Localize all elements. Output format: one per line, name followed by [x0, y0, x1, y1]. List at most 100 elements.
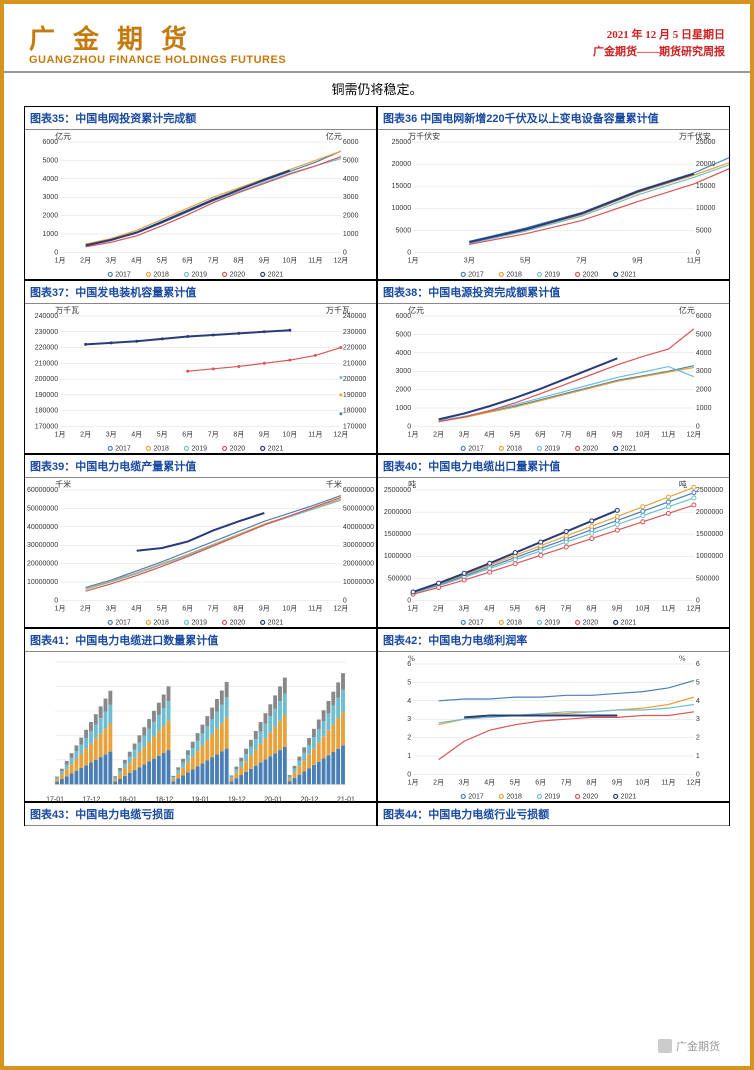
svg-text:2020: 2020 [583, 445, 599, 452]
svg-text:4000: 4000 [43, 176, 59, 183]
svg-text:3月: 3月 [106, 604, 117, 612]
svg-text:60000000: 60000000 [27, 487, 58, 494]
chart-title: 图表37：中国发电装机容量累计值 [25, 281, 376, 304]
svg-text:8月: 8月 [233, 256, 244, 264]
svg-text:8月: 8月 [233, 604, 244, 612]
svg-text:6000: 6000 [696, 313, 712, 320]
svg-text:2021: 2021 [268, 271, 284, 278]
svg-text:0: 0 [696, 423, 700, 430]
svg-text:亿元: 亿元 [679, 305, 695, 315]
svg-text:0: 0 [696, 771, 700, 778]
svg-text:12月: 12月 [686, 430, 701, 438]
logo-en: GUANGZHOU FINANCE HOLDINGS FUTURES [29, 54, 286, 66]
svg-text:4: 4 [407, 698, 411, 705]
svg-text:0: 0 [343, 249, 347, 256]
chart-title: 图表36 中国电网新增220千伏及以上变电设备容量累计值 [378, 107, 729, 130]
svg-text:0: 0 [407, 597, 411, 604]
chart-title: 图表44：中国电力电缆行业亏损额 [378, 803, 729, 826]
svg-text:4月: 4月 [484, 430, 495, 438]
svg-text:40000000: 40000000 [27, 524, 58, 531]
svg-text:2019: 2019 [191, 445, 207, 452]
svg-text:7月: 7月 [561, 604, 572, 612]
svg-text:10000: 10000 [392, 205, 412, 212]
chart-cell: 图表39：中国电力电缆产量累计值001000000010000000200000… [24, 454, 377, 628]
svg-text:2020: 2020 [583, 619, 599, 626]
svg-text:10000000: 10000000 [343, 579, 374, 586]
svg-text:2020: 2020 [583, 793, 599, 800]
svg-text:2017: 2017 [468, 619, 484, 626]
svg-text:3000: 3000 [396, 368, 412, 375]
svg-text:30000000: 30000000 [343, 542, 374, 549]
svg-text:5月: 5月 [520, 256, 531, 264]
svg-text:2000000: 2000000 [696, 509, 723, 516]
svg-text:2018: 2018 [153, 619, 169, 626]
chart-cell: 图表40：中国电力电缆出口量累计值00500000500000100000010… [377, 454, 730, 628]
chart-cell: 图表42：中国电力电缆利润率001122334455661月2月3月4月5月6月… [377, 628, 730, 802]
svg-text:3月: 3月 [459, 430, 470, 438]
svg-text:170000: 170000 [35, 423, 58, 430]
chart-svg: 0010000000100000002000000020000000300000… [25, 478, 376, 632]
svg-text:亿元: 亿元 [408, 305, 424, 315]
svg-text:7月: 7月 [208, 430, 219, 438]
chart-cell: 图表35：中国电网投资累计完成额001000100020002000300030… [24, 106, 377, 280]
svg-text:3月: 3月 [459, 604, 470, 612]
svg-text:8月: 8月 [586, 604, 597, 612]
svg-text:5000: 5000 [396, 227, 412, 234]
svg-text:10月: 10月 [635, 604, 650, 612]
chart-cell: 图表36 中国电网新增220千伏及以上变电设备容量累计值005000500010… [377, 106, 730, 280]
svg-text:11月: 11月 [661, 778, 675, 786]
svg-text:9月: 9月 [632, 256, 643, 264]
svg-text:50000000: 50000000 [343, 505, 374, 512]
svg-text:2017: 2017 [468, 793, 484, 800]
svg-text:2019: 2019 [191, 619, 207, 626]
svg-text:2018: 2018 [506, 793, 522, 800]
svg-text:万千瓦: 万千瓦 [326, 305, 350, 315]
svg-text:9月: 9月 [612, 778, 623, 786]
svg-text:2月: 2月 [433, 778, 444, 786]
svg-text:2月: 2月 [433, 604, 444, 612]
svg-text:11月: 11月 [308, 430, 322, 438]
svg-text:2000: 2000 [43, 213, 59, 220]
svg-text:10月: 10月 [635, 778, 650, 786]
svg-text:6月: 6月 [535, 604, 546, 612]
watermark-text: 广金期货 [676, 1038, 720, 1054]
svg-text:2017: 2017 [115, 445, 131, 452]
svg-text:吨: 吨 [408, 479, 416, 489]
svg-text:180000: 180000 [343, 408, 366, 415]
svg-text:20000000: 20000000 [27, 561, 58, 568]
page: 广金期货 GUANGZHOU FINANCE HOLDINGS FUTURES … [0, 0, 754, 1070]
svg-text:5000: 5000 [43, 157, 59, 164]
chart-cell: 图表44：中国电力电缆行业亏损额 [377, 802, 730, 826]
svg-text:2017: 2017 [468, 445, 484, 452]
svg-text:0: 0 [407, 249, 411, 256]
svg-text:1000000: 1000000 [696, 553, 723, 560]
svg-text:6: 6 [696, 661, 700, 668]
svg-text:190000: 190000 [35, 392, 58, 399]
svg-text:%: % [679, 654, 686, 663]
svg-text:10月: 10月 [635, 430, 650, 438]
chart-title: 图表35：中国电网投资累计完成额 [25, 107, 376, 130]
svg-text:5000: 5000 [343, 157, 359, 164]
svg-text:1500000: 1500000 [384, 531, 411, 538]
svg-text:15000: 15000 [392, 183, 412, 190]
chart-cell: 图表37：中国发电装机容量累计值170000170000180000180000… [24, 280, 377, 454]
svg-text:2021: 2021 [621, 445, 637, 452]
svg-text:9月: 9月 [612, 430, 623, 438]
svg-text:7月: 7月 [576, 256, 587, 264]
chart-svg: 0050005000100001000015000150002000020000… [378, 130, 729, 284]
svg-text:0: 0 [54, 597, 58, 604]
svg-text:1500000: 1500000 [696, 531, 723, 538]
svg-text:3月: 3月 [464, 256, 475, 264]
watermark-icon [658, 1039, 672, 1053]
svg-text:2月: 2月 [433, 430, 444, 438]
svg-text:11月: 11月 [308, 256, 322, 264]
chart-cell: 图表41：中国电力电缆进口数量累计值17-0117-1218-0118-1219… [24, 628, 377, 802]
svg-text:7月: 7月 [561, 778, 572, 786]
svg-text:吨: 吨 [679, 479, 687, 489]
svg-text:5月: 5月 [510, 778, 521, 786]
svg-text:6月: 6月 [182, 604, 193, 612]
chart-svg: 1700001700001800001800001900001900002000… [25, 304, 376, 458]
svg-text:210000: 210000 [35, 360, 58, 367]
svg-text:10000000: 10000000 [27, 579, 58, 586]
svg-text:9月: 9月 [612, 604, 623, 612]
